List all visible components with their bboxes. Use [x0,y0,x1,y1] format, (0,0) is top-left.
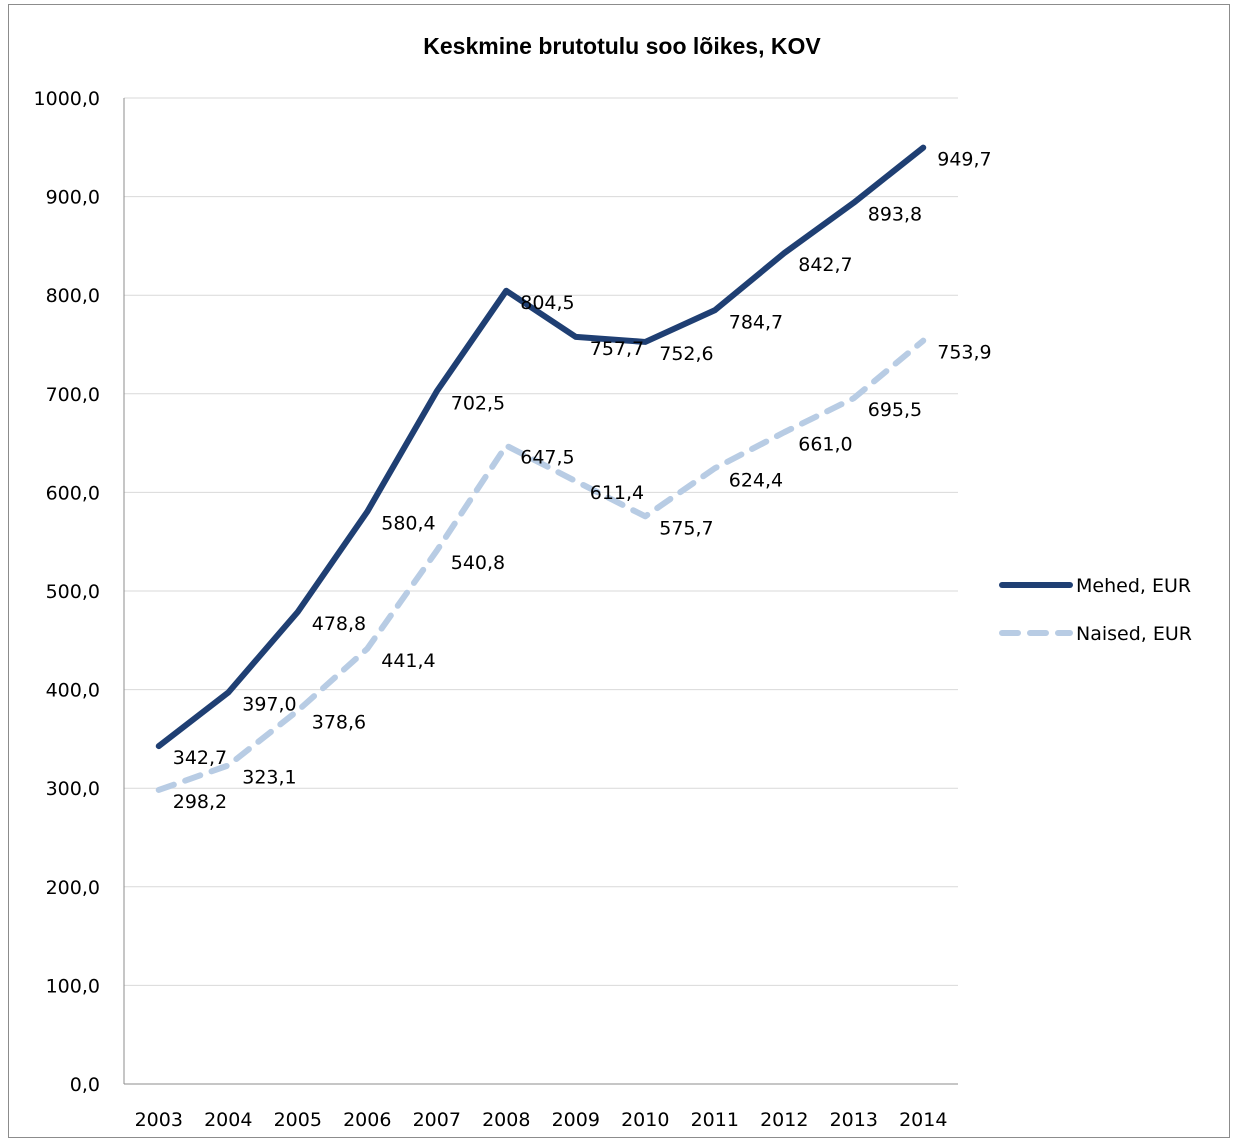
data-label: 893,8 [868,204,922,226]
legend-label: Naised, EUR [1076,623,1192,645]
data-labels: 342,7 397,0 478,8 580,4 702,5 804,5 757,7 752,6… [173,149,992,813]
y-tick-label: 300,0 [46,778,100,800]
chart-frame [8,4,1230,1138]
data-label: 753,9 [937,342,991,364]
x-tick-label: 2003 [135,1109,183,1131]
y-tick-label: 600,0 [46,482,100,504]
data-label: 624,4 [729,469,783,491]
data-label: 441,4 [381,650,435,672]
y-tick-label: 200,0 [46,877,100,899]
series-lines [155,144,927,793]
data-label: 540,8 [451,552,505,574]
y-tick-label: 700,0 [46,384,100,406]
series-line-mehed [155,144,927,750]
axes [123,98,958,1085]
chart-title: Keskmine brutotulu soo lõikes, KOV [423,33,821,59]
x-tick-label: 2012 [760,1109,808,1131]
y-tick-label: 400,0 [46,680,100,702]
data-label: 702,5 [451,392,505,414]
data-label: 580,4 [381,513,435,535]
y-tick-label: 500,0 [46,581,100,603]
data-label: 342,7 [173,747,227,769]
x-tick-label: 2011 [691,1109,739,1131]
data-label: 323,1 [242,766,296,788]
data-label: 752,6 [659,343,713,365]
series-line-naised [155,337,927,793]
data-label: 661,0 [798,433,852,455]
x-tick-label: 2007 [413,1109,461,1131]
data-label: 611,4 [590,482,644,504]
data-label: 949,7 [937,149,991,171]
x-tick-label: 2013 [830,1109,878,1131]
data-label: 397,0 [242,694,296,716]
x-tick-label: 2005 [274,1109,322,1131]
data-label: 695,5 [868,399,922,421]
y-axis-ticks: 0,0 100,0 200,0 300,0 400,0 500,0 600,0 700,0 80… [34,88,100,1096]
x-tick-label: 2009 [552,1109,600,1131]
x-tick-label: 2014 [899,1109,947,1131]
x-tick-label: 2004 [204,1109,252,1131]
data-label: 842,7 [798,254,852,276]
x-tick-label: 2006 [343,1109,391,1131]
data-label: 647,5 [520,447,574,469]
x-tick-label: 2010 [621,1109,669,1131]
x-tick-label: 2008 [482,1109,530,1131]
y-tick-label: 100,0 [46,975,100,997]
data-label: 378,6 [312,712,366,734]
y-tick-label: 800,0 [46,285,100,307]
data-label: 298,2 [173,791,227,813]
y-tick-label: 900,0 [46,187,100,209]
data-label: 784,7 [729,311,783,333]
legend-label: Mehed, EUR [1076,575,1191,597]
y-tick-label: 0,0 [70,1074,100,1096]
data-label: 478,8 [312,613,366,635]
x-axis-ticks: 2003 2004 2005 2006 2007 2008 2009 2010 2011 2012… [135,1109,948,1131]
data-label: 575,7 [659,517,713,539]
data-label: 804,5 [520,292,574,314]
legend: Mehed, EUR Naised, EUR [999,575,1192,645]
gridlines [124,97,958,986]
data-label: 757,7 [590,338,644,360]
y-tick-label: 1000,0 [34,88,100,110]
